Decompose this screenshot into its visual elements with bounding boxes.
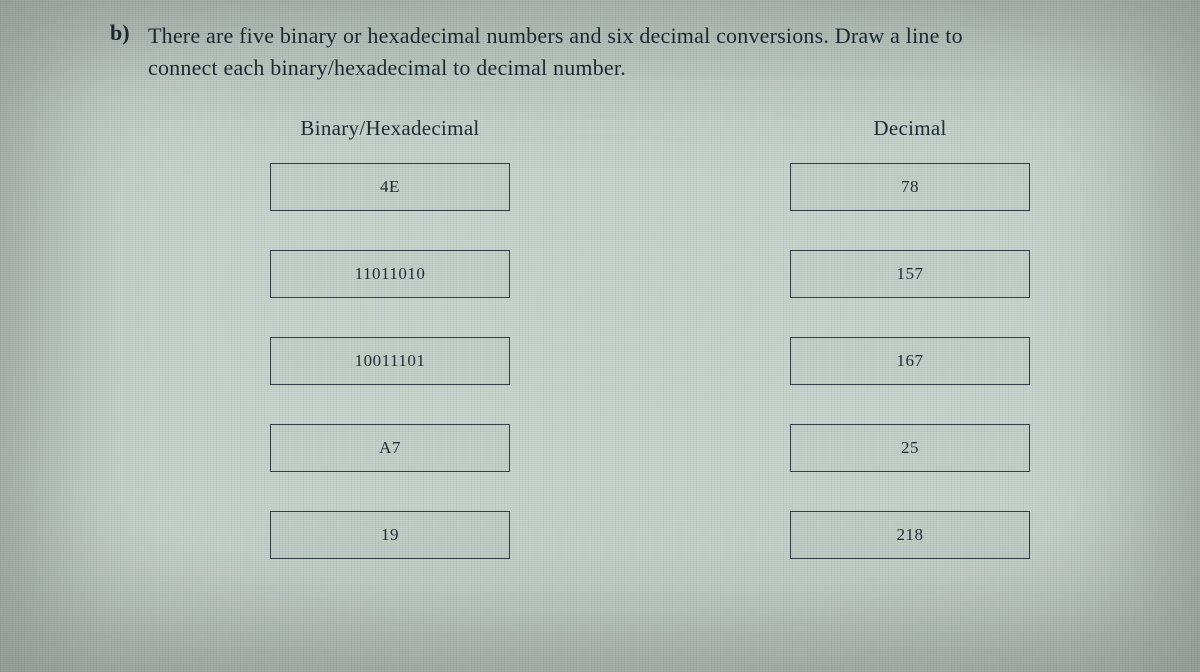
columns-container: Binary/Hexadecimal 4E 11011010 10011101 … (110, 116, 1110, 559)
right-box[interactable]: 25 (790, 424, 1030, 472)
question-label: b) (110, 20, 134, 46)
right-column-header: Decimal (873, 116, 946, 141)
worksheet-page: b) There are five binary or hexadecimal … (0, 0, 1200, 672)
left-box[interactable]: A7 (270, 424, 510, 472)
left-box[interactable]: 11011010 (270, 250, 510, 298)
left-box[interactable]: 19 (270, 511, 510, 559)
right-box[interactable]: 157 (790, 250, 1030, 298)
question-text: There are five binary or hexadecimal num… (148, 20, 963, 84)
left-column: Binary/Hexadecimal 4E 11011010 10011101 … (270, 116, 510, 559)
right-box[interactable]: 167 (790, 337, 1030, 385)
right-box[interactable]: 78 (790, 163, 1030, 211)
left-column-header: Binary/Hexadecimal (300, 116, 479, 141)
left-box[interactable]: 4E (270, 163, 510, 211)
question-text-line2: connect each binary/hexadecimal to decim… (148, 55, 626, 80)
right-column: Decimal 78 157 167 25 218 (790, 116, 1030, 559)
question-text-line1: There are five binary or hexadecimal num… (148, 23, 963, 48)
left-box[interactable]: 10011101 (270, 337, 510, 385)
right-box[interactable]: 218 (790, 511, 1030, 559)
question-block: b) There are five binary or hexadecimal … (110, 20, 1110, 84)
